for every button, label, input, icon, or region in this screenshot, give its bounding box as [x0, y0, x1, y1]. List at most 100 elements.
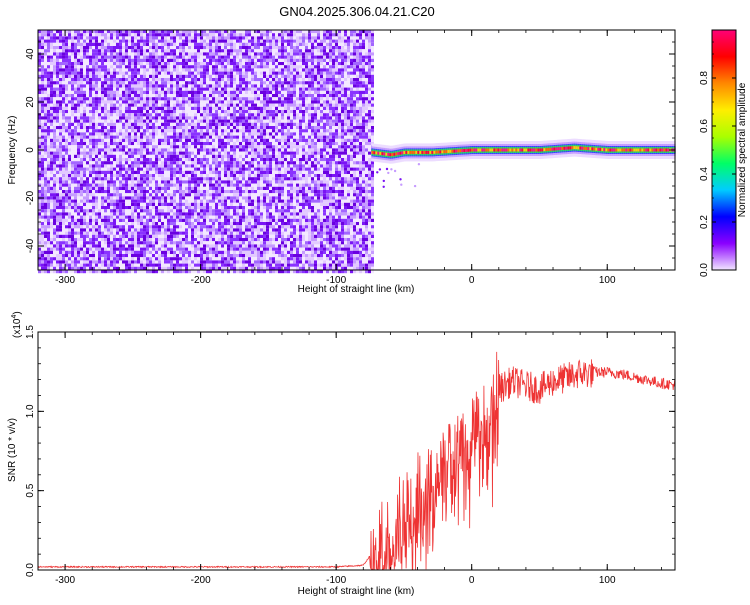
- noise-cell: [197, 257, 200, 261]
- noise-cell: [197, 119, 200, 123]
- noise-cell: [62, 58, 65, 62]
- noise-cell: [227, 74, 230, 78]
- noise-cell: [185, 97, 188, 101]
- noise-cell: [131, 202, 134, 206]
- noise-cell: [98, 254, 101, 258]
- noise-cell: [167, 46, 170, 50]
- noise-cell: [110, 84, 113, 88]
- noise-cell: [218, 129, 221, 133]
- noise-cell: [92, 266, 95, 270]
- noise-cell: [227, 177, 230, 181]
- noise-cell: [173, 132, 176, 136]
- noise-cell: [188, 270, 191, 274]
- noise-cell: [134, 241, 137, 245]
- noise-cell: [104, 94, 107, 98]
- noise-cell: [50, 138, 53, 142]
- noise-cell: [224, 71, 227, 75]
- noise-cell: [101, 132, 104, 136]
- noise-cell: [56, 39, 59, 43]
- noise-cell: [128, 90, 131, 94]
- noise-cell: [200, 177, 203, 181]
- noise-cell: [83, 228, 86, 232]
- noise-cell: [173, 167, 176, 171]
- noise-cell: [170, 132, 173, 136]
- noise-cell: [74, 148, 77, 152]
- noise-cell: [53, 122, 56, 126]
- noise-cell: [152, 90, 155, 94]
- noise-cell: [125, 36, 128, 40]
- noise-cell: [146, 247, 149, 251]
- noise-cell: [116, 228, 119, 232]
- noise-cell: [176, 132, 179, 136]
- noise-cell: [110, 62, 113, 66]
- noise-cell: [53, 225, 56, 229]
- noise-cell: [140, 122, 143, 126]
- noise-cell: [44, 135, 47, 139]
- noise-cell: [224, 148, 227, 152]
- noise-cell: [227, 186, 230, 190]
- noise-cell: [110, 94, 113, 98]
- noise-cell: [95, 129, 98, 133]
- noise-cell: [98, 42, 101, 46]
- noise-cell: [197, 84, 200, 88]
- noise-cell: [194, 132, 197, 136]
- noise-cell: [227, 174, 230, 178]
- noise-cell: [206, 151, 209, 155]
- noise-cell: [107, 266, 110, 270]
- noise-cell: [155, 250, 158, 254]
- noise-cell: [209, 138, 212, 142]
- noise-cell: [56, 202, 59, 206]
- noise-cell: [131, 138, 134, 142]
- noise-cell: [209, 58, 212, 62]
- noise-cell: [134, 90, 137, 94]
- noise-cell: [215, 247, 218, 251]
- noise-cell: [104, 247, 107, 251]
- noise-cell: [146, 74, 149, 78]
- noise-cell: [98, 148, 101, 152]
- noise-cell: [89, 218, 92, 222]
- noise-cell: [209, 158, 212, 162]
- noise-cell: [50, 132, 53, 136]
- noise-cell: [56, 55, 59, 59]
- noise-cell: [215, 180, 218, 184]
- noise-cell: [110, 135, 113, 139]
- noise-cell: [164, 142, 167, 146]
- noise-cell: [134, 142, 137, 146]
- noise-cell: [203, 154, 206, 158]
- noise-cell: [200, 254, 203, 258]
- noise-cell: [146, 132, 149, 136]
- noise-cell: [230, 209, 233, 213]
- noise-cell: [161, 49, 164, 53]
- noise-cell: [101, 87, 104, 91]
- noise-cell: [44, 87, 47, 91]
- noise-cell: [95, 68, 98, 72]
- noise-cell: [137, 62, 140, 66]
- noise-cell: [215, 46, 218, 50]
- noise-cell: [215, 100, 218, 104]
- noise-cell: [86, 90, 89, 94]
- noise-cell: [143, 90, 146, 94]
- noise-cell: [179, 202, 182, 206]
- noise-cell: [50, 202, 53, 206]
- noise-cell: [176, 250, 179, 254]
- noise-cell: [71, 190, 74, 194]
- noise-cell: [167, 250, 170, 254]
- noise-cell: [215, 129, 218, 133]
- noise-cell: [107, 228, 110, 232]
- noise-cell: [44, 209, 47, 213]
- noise-cell: [221, 65, 224, 69]
- noise-cell: [107, 247, 110, 251]
- noise-cell: [95, 81, 98, 85]
- noise-cell: [62, 202, 65, 206]
- noise-cell: [116, 119, 119, 123]
- noise-cell: [194, 103, 197, 107]
- noise-cell: [227, 71, 230, 75]
- noise-cell: [179, 113, 182, 117]
- noise-cell: [44, 126, 47, 130]
- noise-cell: [176, 215, 179, 219]
- noise-cell: [167, 103, 170, 107]
- noise-cell: [155, 247, 158, 251]
- noise-cell: [200, 78, 203, 82]
- noise-cell: [155, 190, 158, 194]
- noise-cell: [74, 225, 77, 229]
